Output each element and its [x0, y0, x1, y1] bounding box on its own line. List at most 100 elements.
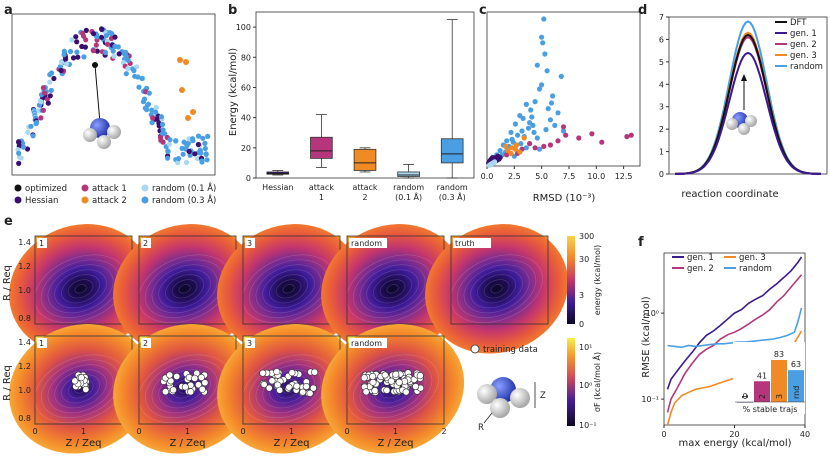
d-legend-label: gen. 1	[790, 29, 817, 39]
b-category-label: attack	[309, 183, 334, 192]
a-point-random01	[125, 65, 131, 72]
legend-item-attack2: attack 2	[81, 196, 127, 206]
c-point	[558, 73, 564, 79]
a-point-random03	[165, 155, 171, 161]
a-point-hessian	[73, 34, 79, 40]
f-xtick-label: 20	[729, 430, 739, 439]
e-training-point	[195, 381, 203, 389]
a-point-random03	[159, 121, 166, 127]
e-contour	[457, 259, 537, 319]
a-point-hessian	[51, 75, 57, 82]
c-point	[513, 142, 520, 148]
e-training-point	[412, 383, 420, 391]
e-contour	[379, 279, 406, 299]
e-title-bg	[453, 238, 491, 248]
e-ytick-label: 1.4	[18, 338, 31, 347]
d-legend-label: gen. 3	[790, 51, 817, 61]
f-inset-category: 1	[741, 394, 750, 399]
c-point	[503, 143, 509, 149]
sigma-colorbar	[567, 338, 575, 426]
d-ytick-label: 1	[659, 148, 664, 157]
e-heatmap-field	[425, 224, 569, 354]
f-inset-xlabel: % stable trajs	[743, 405, 798, 414]
d-ytick-label: 2	[659, 125, 664, 134]
a-point-random03	[141, 96, 148, 102]
e-contour	[165, 274, 205, 304]
e-title-bg	[245, 238, 255, 248]
panel-e-label: e	[4, 214, 13, 229]
c-point	[508, 129, 514, 135]
e-contour	[54, 369, 107, 409]
b-ytick-label: 40	[241, 114, 251, 123]
c-point	[560, 124, 567, 130]
f-legend-label: gen. 2	[687, 264, 714, 274]
e-contour	[67, 279, 94, 299]
a-point-random03	[136, 84, 142, 90]
e-xtick-label: 0	[136, 427, 141, 436]
a-point-random03	[165, 148, 171, 154]
a-point-random03	[125, 57, 131, 63]
f-inset-category: rnd	[792, 386, 801, 399]
d-legend-label: gen. 2	[790, 40, 817, 50]
e-panel-title: 3	[247, 239, 252, 248]
b-ytick-label: 0	[246, 174, 251, 183]
a-point-random01	[183, 159, 190, 166]
a-point-random01	[58, 59, 65, 66]
b-category-label: 2	[362, 193, 367, 202]
e-training-point	[82, 385, 90, 393]
f-ytick-label: 10⁰	[646, 309, 659, 318]
a-point-hessian	[99, 26, 105, 32]
c-point	[512, 121, 519, 127]
c-point	[544, 68, 550, 74]
e-contour	[359, 264, 426, 314]
svg-text:Hessian: Hessian	[25, 196, 58, 206]
a-point-random03	[28, 123, 34, 129]
a-point-random01	[38, 99, 44, 105]
c-point	[536, 146, 543, 152]
c-point	[550, 93, 556, 99]
a-point-attack1	[83, 37, 89, 43]
c-point	[505, 148, 511, 154]
a-point-random03	[190, 138, 196, 144]
f-legend-label: random	[739, 264, 772, 274]
training-data-marker	[470, 344, 480, 354]
e-contour	[158, 269, 211, 309]
c-point	[576, 135, 582, 141]
a-point-random03	[123, 71, 129, 77]
c-point	[534, 135, 540, 141]
c-point	[548, 100, 555, 106]
e-heatmap-field	[217, 224, 361, 354]
d-ytick-label: 4	[659, 80, 664, 89]
a-point-random03	[202, 145, 208, 152]
legend-item-attack1: attack 1	[81, 184, 127, 194]
panel-e-top-ylabel: R / Req	[2, 265, 13, 301]
panel-a-legend: optimized Hessian attack 1 attack 2 rand…	[14, 182, 216, 206]
c-point	[545, 106, 551, 112]
e-ytick-label: 0.8	[18, 414, 31, 423]
d-legend-label: random	[790, 62, 823, 72]
a-point-hessian	[70, 55, 77, 61]
c-point	[563, 132, 569, 138]
a-point-random03	[49, 70, 55, 76]
f-inset-category: 2	[758, 394, 767, 399]
c-point	[523, 101, 529, 107]
e-panel-title: random	[351, 239, 382, 248]
b-category-label: random	[393, 183, 424, 192]
a-point-random01	[18, 155, 24, 161]
c-point	[525, 125, 532, 131]
cbar-bottom-tick-m1: 10⁻¹	[579, 421, 597, 430]
a-point-random03	[176, 156, 182, 162]
e-panel-title: 3	[247, 339, 252, 348]
c-point	[497, 148, 503, 154]
panel-c-xlabel: RMSD (10⁻³)	[533, 193, 596, 204]
b-ytick-label: 60	[241, 83, 251, 92]
e-heatmap-field	[321, 224, 465, 354]
e-contour	[463, 264, 530, 314]
a-point-random03	[102, 49, 109, 56]
e-molecule-h3	[490, 398, 510, 418]
legend-item-random01: random (0.1 Å)	[141, 182, 216, 194]
c-point	[540, 40, 546, 46]
e-xtick-label: 0	[240, 427, 245, 436]
e-title-bg	[349, 338, 387, 348]
